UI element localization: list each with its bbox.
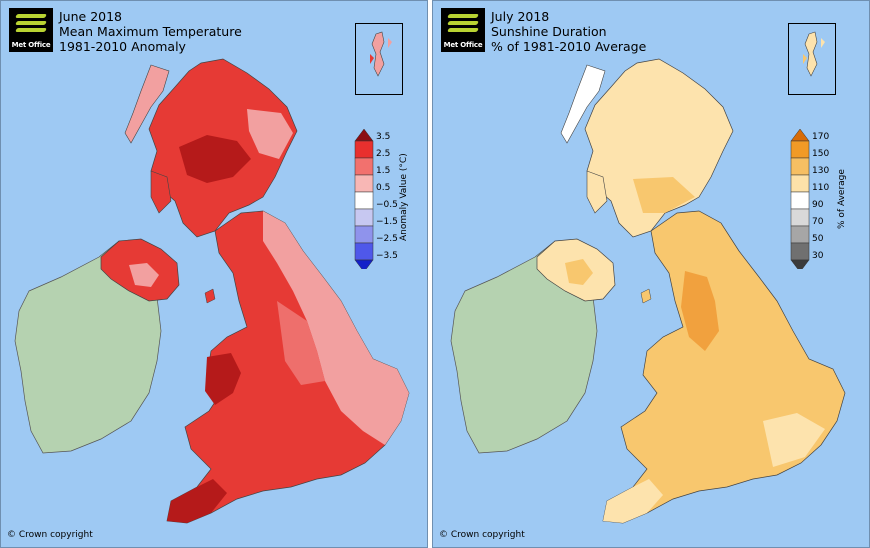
colorbar-tick-label: −3.5: [376, 251, 398, 261]
colorbar-tick-label: 2.5: [376, 149, 391, 159]
colorbar-tick-label: 70: [812, 217, 824, 227]
outer-hebrides: [560, 64, 606, 144]
colorbar-swatch: [354, 208, 374, 227]
pennines-dark: [681, 271, 719, 351]
colorbar-max-extension: [354, 128, 374, 142]
map-title-line-2: Sunshine Duration: [491, 24, 607, 39]
logo-text: Met Office: [11, 41, 51, 49]
colorbar-swatch: [790, 191, 810, 210]
colorbar-tick-label: 3.5: [376, 132, 391, 142]
west-islands: [586, 170, 608, 214]
southeast-light: [763, 413, 825, 467]
colorbar-swatch: [354, 157, 374, 176]
colorbar-tick-label: 0.5: [376, 183, 391, 193]
shetland-inset: [788, 23, 836, 95]
colorbar-tick-label: −0.5: [376, 200, 398, 210]
sunshine-duration-map: [450, 58, 846, 524]
southwest-light: [603, 479, 663, 523]
colorbar-swatch: [354, 140, 374, 159]
scotland-northeast-light: [247, 109, 293, 159]
colorbar-tick-label: 90: [812, 200, 824, 210]
northern-ireland-mid-patch: [565, 259, 593, 285]
outer-hebrides: [124, 64, 170, 144]
colorbar-min-extension: [790, 259, 810, 273]
shetland-inset: [355, 23, 403, 95]
colorbar-swatch: [354, 191, 374, 210]
temperature-colorbar-swatches: [354, 128, 374, 273]
colorbar-tick-label: 1.5: [376, 166, 391, 176]
midlands-mid-shade: [277, 301, 325, 385]
sunshine-colorbar: 170 150 130 110 90 70 50 30 % of Average: [789, 128, 851, 273]
logo-text: Met Office: [443, 41, 483, 49]
met-office-logo: Met Office: [441, 8, 485, 52]
colorbar-swatch: [354, 174, 374, 193]
west-islands: [150, 170, 172, 214]
colorbar-tick-label: 110: [812, 183, 830, 193]
colorbar-swatch: [790, 174, 810, 193]
colorbar-tick-label: 50: [812, 234, 824, 244]
colorbar-swatch: [790, 208, 810, 227]
map-title-line-3: 1981-2010 Anomaly: [59, 39, 186, 54]
isle-of-man: [640, 288, 652, 304]
wales-dark: [205, 353, 241, 405]
east-england-light: [263, 211, 409, 445]
temperature-colorbar: 3.5 2.5 1.5 0.5 −0.5 −1.5 −2.5 −3.5 Anom…: [353, 128, 413, 273]
copyright-notice: © Crown copyright: [439, 530, 525, 540]
map-title-line-3: % of 1981-2010 Average: [491, 39, 647, 54]
colorbar-tick-label: 170: [812, 132, 830, 142]
temperature-anomaly-map: [14, 58, 410, 524]
sunshine-colorbar-swatches: [790, 128, 810, 273]
colorbar-swatch: [354, 242, 374, 261]
scotland-highlands-dark: [179, 135, 251, 183]
colorbar-swatch: [354, 225, 374, 244]
map-title-line-1: July 2018: [491, 9, 550, 24]
northern-ireland-light-patch: [129, 263, 159, 287]
colorbar-tick-label: 30: [812, 251, 824, 261]
colorbar-tick-label: 130: [812, 166, 830, 176]
map-title-line-1: June 2018: [59, 9, 123, 24]
copyright-notice: © Crown copyright: [7, 530, 93, 540]
colorbar-swatch: [790, 242, 810, 261]
colorbar-title: % of Average: [837, 169, 847, 229]
colorbar-min-extension: [354, 259, 374, 273]
colorbar-max-extension: [790, 128, 810, 142]
colorbar-tick-label: −1.5: [376, 217, 398, 227]
isle-of-man: [204, 288, 216, 304]
colorbar-title: Anomaly Value (°C): [399, 153, 409, 241]
colorbar-tick-label: −2.5: [376, 234, 398, 244]
map-title-line-2: Mean Maximum Temperature: [59, 24, 242, 39]
colorbar-swatch: [790, 140, 810, 159]
colorbar-swatch: [790, 225, 810, 244]
southwest-dark: [167, 479, 227, 523]
colorbar-swatch: [790, 157, 810, 176]
colorbar-tick-label: 150: [812, 149, 830, 159]
sunshine-duration-map-panel: Met Office July 2018 Sunshine Duration %…: [432, 0, 870, 548]
temperature-anomaly-map-panel: Met Office June 2018 Mean Maximum Temper…: [0, 0, 428, 548]
met-office-logo: Met Office: [9, 8, 53, 52]
scotland-south-mid: [633, 177, 695, 213]
